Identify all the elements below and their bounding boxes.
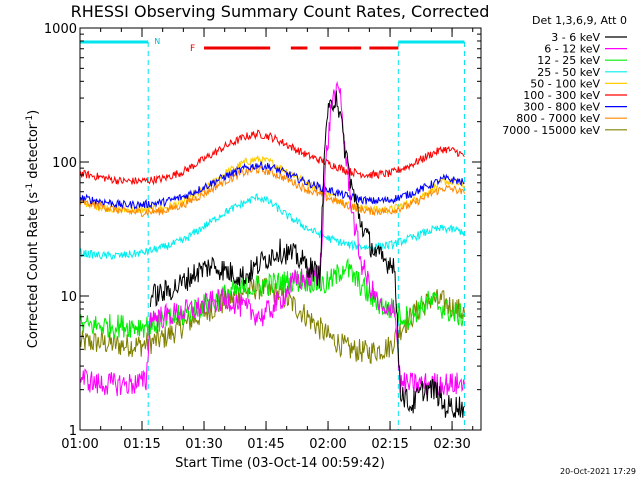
- y-tick-label: 10: [60, 290, 77, 305]
- series-lines: [80, 80, 465, 418]
- legend-label: 100 - 300 keV: [523, 89, 600, 102]
- x-tick-label: 02:30: [433, 437, 470, 452]
- legend-label: 300 - 800 keV: [523, 101, 600, 114]
- timestamp: 20-Oct-2021 17:29: [560, 467, 636, 476]
- flare-label: F: [190, 44, 195, 54]
- x-tick-label: 01:00: [61, 437, 98, 452]
- y-tick-label: 100: [52, 156, 77, 171]
- plot-frame: [79, 27, 482, 431]
- legend-label: 6 - 12 keV: [544, 43, 600, 56]
- y-tick-label: 1: [69, 424, 77, 439]
- x-tick-label: 02:15: [371, 437, 408, 452]
- flare-intervals: F: [190, 44, 399, 54]
- legend-label: 7000 - 15000 keV: [502, 124, 600, 137]
- y-axis-label: Corrected Count Rate (s-1 detector-1): [25, 110, 41, 348]
- legend-header: Det 1,3,6,9, Att 0: [532, 14, 627, 27]
- series-line: [80, 129, 465, 186]
- chart-title: RHESSI Observing Summary Count Rates, Co…: [71, 2, 490, 21]
- x-tick-label: 01:45: [247, 437, 284, 452]
- x-tick-label: 01:15: [123, 437, 160, 452]
- x-tick-label: 01:30: [185, 437, 222, 452]
- y-axis: 1 10 100 1000: [44, 22, 481, 439]
- series-line: [80, 257, 465, 339]
- legend-label: 50 - 100 keV: [530, 77, 600, 90]
- series-line: [80, 155, 465, 216]
- x-tick-label: 02:00: [309, 437, 346, 452]
- x-axis-label: Start Time (03-Oct-14 00:59:42): [175, 456, 385, 471]
- series-line: [80, 165, 465, 218]
- legend-label: 800 - 7000 keV: [516, 112, 600, 125]
- x-axis: 01:00 01:15 01:30 01:45 02:00 02:15 02:30: [61, 28, 474, 452]
- series-line: [149, 90, 465, 418]
- y-tick-label: 1000: [44, 22, 77, 37]
- legend-label: 12 - 25 keV: [537, 54, 600, 67]
- night-intervals: N: [80, 37, 465, 430]
- series-line: [80, 193, 465, 260]
- legend-label: 25 - 50 keV: [537, 66, 600, 79]
- night-label: N: [154, 37, 160, 46]
- series-line: [80, 161, 465, 210]
- legend-label: 3 - 6 keV: [551, 31, 600, 44]
